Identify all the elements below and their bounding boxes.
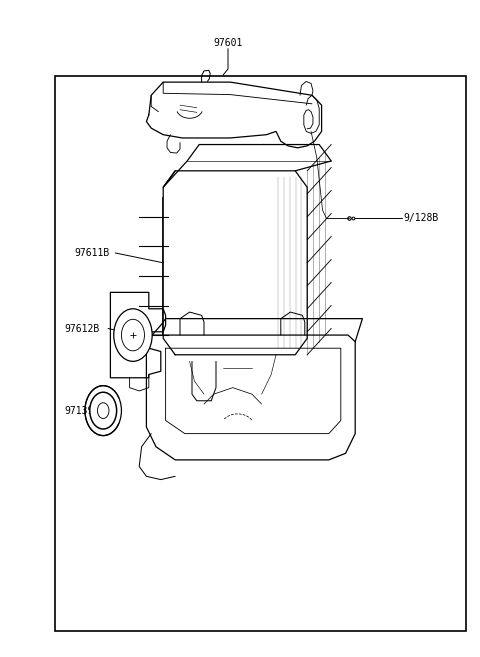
- Circle shape: [97, 403, 109, 419]
- Circle shape: [85, 386, 121, 436]
- Text: 97612B: 97612B: [65, 323, 100, 334]
- Text: 97611B: 97611B: [74, 248, 109, 258]
- Circle shape: [114, 309, 152, 361]
- Bar: [55, 76, 466, 631]
- Circle shape: [121, 319, 144, 351]
- Text: 97601: 97601: [213, 37, 243, 48]
- Text: 97139: 97139: [65, 405, 94, 416]
- Circle shape: [90, 392, 117, 429]
- Text: 9/128B: 9/128B: [403, 213, 438, 223]
